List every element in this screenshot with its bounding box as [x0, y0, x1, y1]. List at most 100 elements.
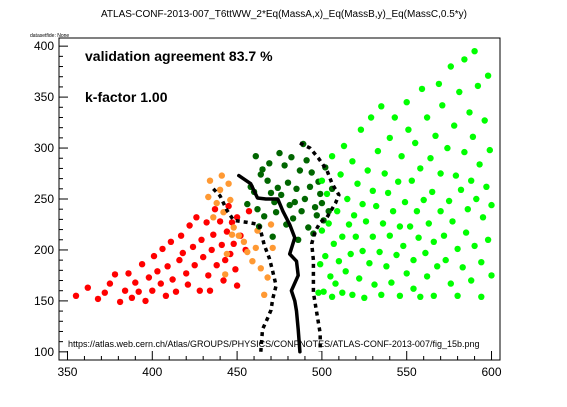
data-point-green [444, 144, 451, 152]
data-point-darkgreen [281, 162, 288, 169]
data-point-green [366, 260, 373, 267]
data-point-red [203, 219, 210, 226]
data-point-red [186, 222, 193, 229]
contour-line-dotted-1 [212, 187, 278, 352]
data-point-green [395, 178, 402, 185]
chart-subtitle: datasetfide: None [30, 33, 69, 39]
data-point-darkgreen [266, 160, 273, 167]
data-point-darkgreen [317, 190, 324, 198]
data-point-green [410, 256, 417, 264]
data-point-green [410, 285, 417, 292]
data-point-orange [249, 258, 256, 265]
data-point-red [179, 249, 186, 257]
y-tick-label: 250 [34, 192, 54, 206]
data-point-green [483, 183, 490, 190]
data-point-green [401, 198, 409, 206]
x-tick-label: 350 [57, 365, 77, 379]
y-tick-label: 350 [34, 90, 54, 104]
data-point-green [352, 233, 359, 240]
data-point-green [488, 272, 495, 279]
data-point-green [317, 261, 324, 268]
data-point-red [154, 268, 161, 275]
data-point-red [149, 287, 156, 294]
data-point-red [72, 292, 80, 299]
data-point-red [245, 208, 253, 215]
data-point-green [369, 187, 376, 194]
data-point-red [189, 243, 197, 251]
data-point-orange [264, 274, 271, 281]
data-point-green [349, 158, 356, 165]
data-point-green [379, 220, 387, 227]
data-point-green [376, 248, 383, 256]
data-point-green [339, 233, 346, 240]
data-point-green [339, 289, 346, 296]
data-point-green [381, 170, 388, 177]
data-point-green [361, 294, 368, 301]
data-point-green [469, 133, 477, 140]
data-point-green [322, 252, 329, 260]
data-point-green [413, 208, 421, 215]
data-point-green [461, 148, 468, 156]
data-point-green [340, 142, 348, 150]
data-point-green [332, 280, 339, 287]
data-point-green [423, 114, 431, 121]
data-point-darkgreen [267, 189, 275, 197]
data-point-red [196, 287, 203, 294]
data-point-red [111, 271, 119, 278]
data-point-red [205, 272, 212, 279]
data-point-red [169, 276, 176, 283]
data-point-green [471, 48, 478, 55]
data-point-green [383, 263, 390, 270]
data-point-green [452, 172, 460, 179]
data-point-darkgreen [308, 169, 315, 176]
data-point-orange [252, 244, 259, 252]
data-point-red [132, 279, 139, 286]
data-point-green [327, 273, 334, 280]
data-point-red [213, 262, 220, 269]
data-point-red [210, 231, 217, 238]
data-point-darkgreen [284, 179, 292, 186]
data-point-green [396, 292, 404, 299]
data-point-green [420, 196, 427, 204]
data-point-orange [257, 265, 264, 272]
data-point-green [456, 88, 463, 96]
data-point-darkgreen [264, 177, 271, 184]
data-point-green [378, 291, 385, 298]
data-point-green [328, 153, 336, 160]
data-point-darkgreen [298, 208, 305, 215]
data-point-green [484, 236, 492, 243]
data-point-darkgreen [305, 224, 312, 231]
data-point-green [459, 264, 466, 271]
data-point-red [101, 289, 109, 296]
kfactor-annotation: k-factor 1.00 [85, 89, 168, 105]
data-point-green [447, 63, 454, 70]
data-point-darkgreen [259, 166, 266, 173]
data-point-green [318, 177, 326, 184]
data-point-green [417, 165, 424, 172]
data-point-green [367, 114, 375, 121]
data-point-orange [235, 232, 242, 239]
data-point-orange [261, 291, 268, 298]
data-point-red [206, 287, 214, 294]
data-point-green [388, 279, 395, 286]
data-point-green [403, 99, 410, 106]
data-point-orange [267, 221, 275, 228]
data-point-orange [216, 186, 224, 193]
data-point-green [373, 202, 380, 210]
data-point-green [335, 258, 343, 265]
data-point-green [315, 289, 322, 296]
data-point-green [457, 186, 465, 193]
data-point-red [233, 214, 241, 221]
data-point-green [371, 281, 378, 288]
x-tick-label: 450 [227, 365, 247, 379]
data-point-green [447, 280, 454, 287]
data-point-darkgreen [244, 200, 251, 208]
data-point-green [374, 147, 382, 155]
data-point-green [417, 293, 424, 300]
data-point-green [481, 117, 488, 124]
data-point-green [384, 189, 392, 197]
data-point-green [464, 206, 471, 213]
data-point-red [84, 284, 92, 291]
data-point-darkgreen [313, 212, 320, 219]
data-point-red [125, 270, 132, 277]
